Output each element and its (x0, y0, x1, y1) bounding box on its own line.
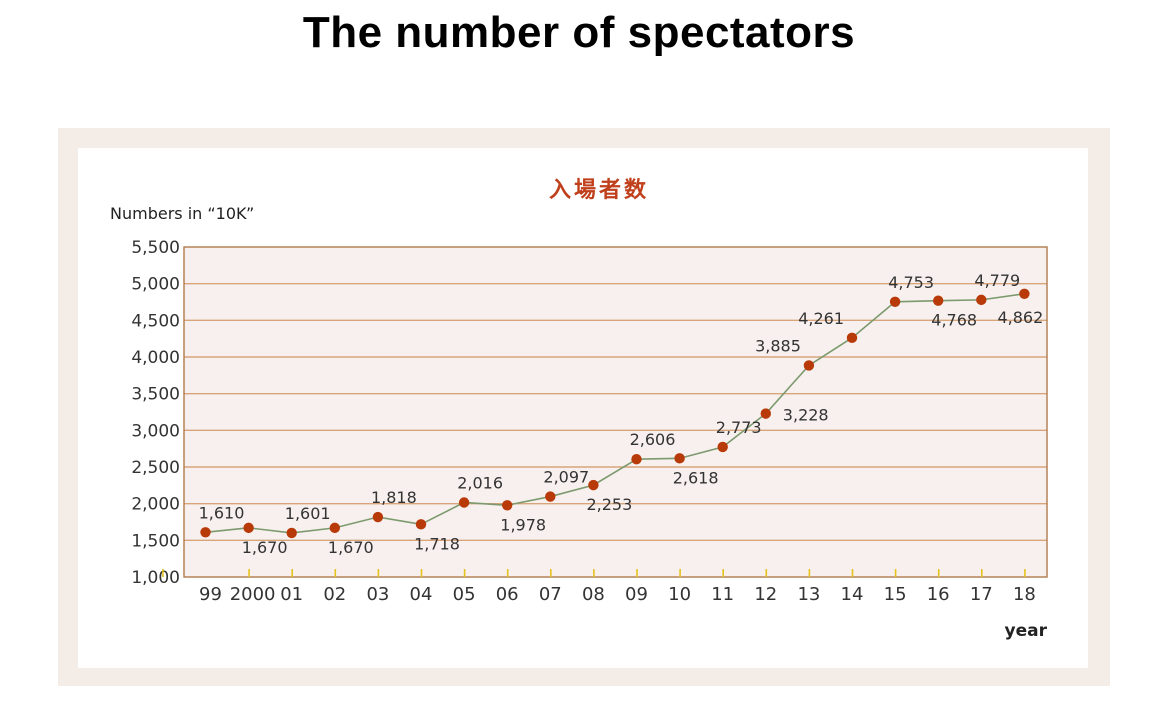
data-label: 4,862 (997, 308, 1043, 327)
data-label: 1,610 (199, 503, 245, 522)
data-point (631, 454, 642, 465)
x-tick-label: 03 (366, 584, 389, 605)
x-tick-label: 07 (539, 584, 562, 605)
x-tick-label: 15 (884, 584, 907, 605)
x-tick-label: 04 (410, 584, 433, 605)
x-tick-label: 12 (754, 584, 777, 605)
data-label: 3,228 (783, 406, 829, 425)
x-tick-label: 09 (625, 584, 648, 605)
x-tick-label: 11 (711, 584, 734, 605)
data-point (889, 296, 901, 307)
data-label: 2,618 (673, 468, 719, 487)
data-label: 1,978 (500, 515, 546, 534)
data-label: 2,016 (457, 473, 503, 492)
y-tick-label: 1,000 (131, 568, 180, 588)
y-tick-label: 2,500 (131, 458, 180, 478)
x-tick-label: 08 (582, 584, 605, 605)
x-tick-label: 2000 (230, 584, 276, 605)
series-line (205, 292, 1025, 534)
y-tick-label: 2,000 (131, 495, 180, 515)
data-point (846, 332, 858, 344)
data-point (372, 511, 384, 523)
data-label: 1,670 (328, 538, 374, 557)
data-label: 1,818 (371, 488, 417, 507)
x-tick-label: 10 (668, 584, 691, 605)
data-label: 4,768 (931, 311, 977, 330)
data-label: 4,779 (974, 271, 1020, 290)
y-tick-label: 1,500 (131, 531, 180, 551)
y-tick-label: 4,500 (131, 311, 180, 331)
x-tick-label: 01 (280, 584, 303, 605)
y-tick-label: 3,500 (131, 385, 180, 405)
x-tick-label: 02 (323, 584, 346, 605)
data-label: 1,601 (285, 504, 331, 523)
data-point (243, 522, 254, 534)
plot-area (184, 247, 1047, 577)
data-point (502, 500, 513, 511)
data-point (588, 479, 599, 491)
data-point (458, 497, 470, 508)
data-point (1019, 288, 1030, 299)
x-tick-label: 13 (797, 584, 820, 605)
data-point (674, 453, 685, 464)
data-point (415, 519, 427, 530)
data-label: 3,885 (755, 336, 801, 355)
data-label: 4,753 (888, 273, 934, 292)
x-tick-label: 06 (496, 584, 519, 605)
data-label: 2,097 (543, 468, 589, 487)
data-point (545, 491, 556, 502)
data-label: 2,253 (586, 495, 632, 514)
data-label: 1,718 (414, 534, 460, 553)
data-point (933, 295, 944, 306)
data-point (760, 408, 771, 419)
x-tick-label: 05 (453, 584, 476, 605)
data-label: 1,670 (242, 538, 288, 557)
x-tick-label: 99 (199, 584, 222, 605)
x-tick-label: 18 (1013, 584, 1036, 605)
data-point (976, 294, 987, 306)
x-tick-label: 17 (970, 584, 993, 605)
x-axis-label: year (1005, 621, 1048, 641)
x-tick-label: 16 (927, 584, 950, 605)
data-point (803, 360, 815, 371)
x-tick-label: 14 (841, 584, 864, 605)
page-title: The number of spectators (302, 8, 856, 57)
data-label: 4,261 (798, 309, 844, 328)
plot-border (183, 246, 1048, 578)
data-point (286, 527, 297, 539)
y-axis-label: Numbers in “10K” (110, 204, 254, 223)
data-label: 2,606 (630, 430, 676, 449)
data-point (329, 522, 340, 534)
data-point (200, 527, 211, 538)
data-point (717, 441, 728, 453)
y-tick-label: 5,000 (131, 275, 180, 295)
chart-title: 入場者数 (549, 177, 649, 203)
y-tick-label: 3,000 (131, 421, 180, 441)
y-tick-label: 4,000 (131, 348, 180, 368)
data-label: 2,773 (716, 418, 762, 437)
y-tick-label: 5,500 (131, 238, 180, 258)
